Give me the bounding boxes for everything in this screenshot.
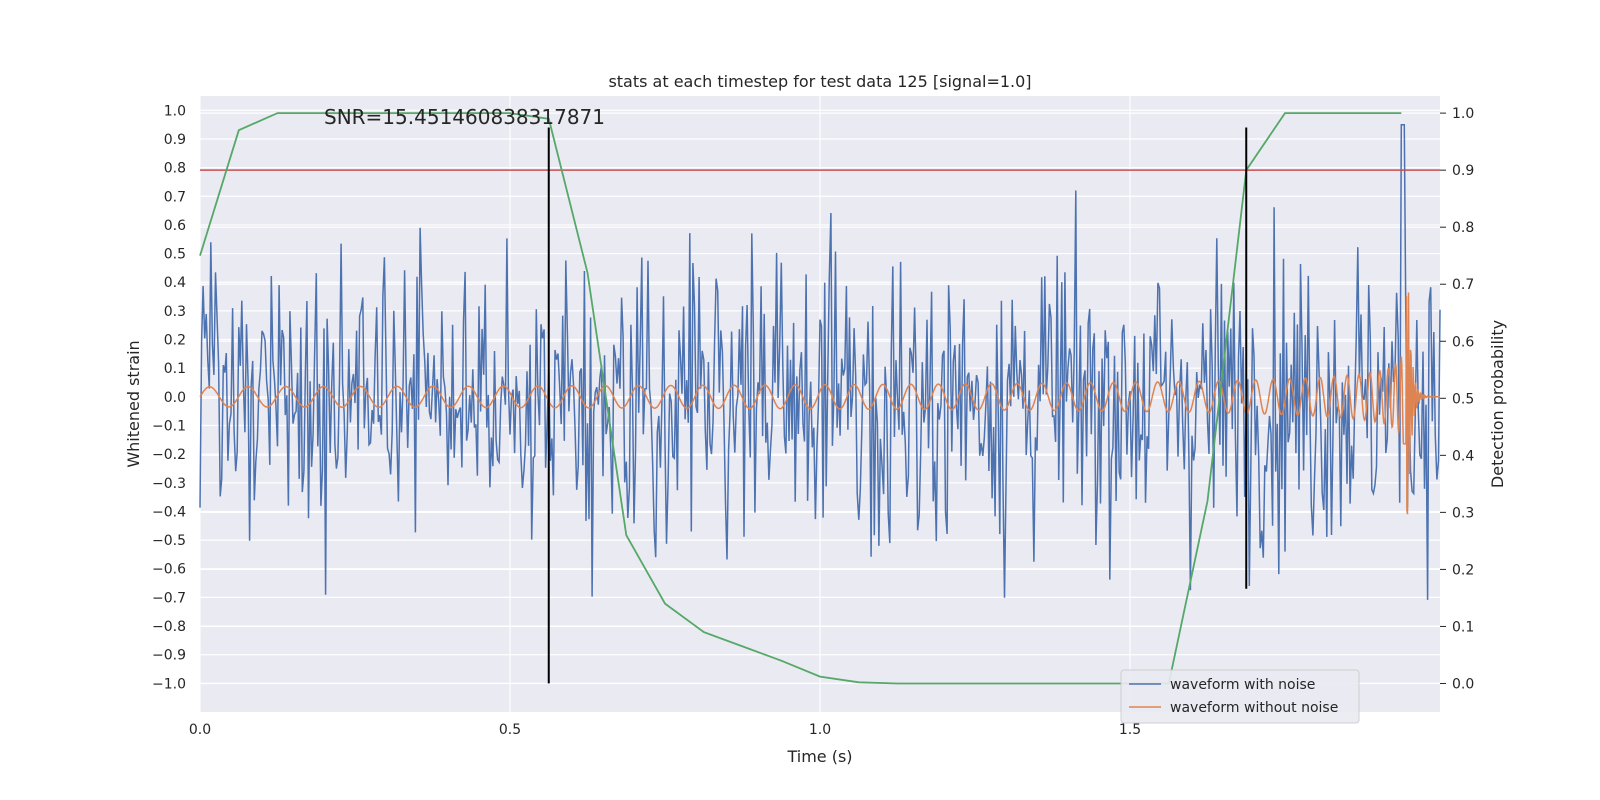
y-tick-label: −0.9: [152, 648, 186, 664]
y-tick-label: 0.3: [164, 304, 186, 320]
y-tick-label: 0.7: [164, 189, 186, 205]
y-axis-label: Whitened strain: [124, 340, 143, 467]
y-tick-label: −0.6: [152, 562, 186, 578]
y2-tick-label: 0.5: [1452, 391, 1474, 407]
series-detection-probability: [199, 112, 1402, 685]
y-tick-label: −0.1: [152, 418, 186, 434]
y2-axis-label: Detection probability: [1488, 320, 1507, 488]
y2-tick-label: 0.3: [1452, 505, 1474, 521]
x-tick-label: 1.0: [809, 722, 831, 738]
legend-label-with-noise: waveform with noise: [1170, 677, 1315, 693]
y-tick-label: −0.5: [152, 533, 186, 549]
y2-tick-label: 0.7: [1452, 277, 1474, 293]
y2-tick-label: 0.4: [1452, 448, 1474, 464]
y-tick-label: −0.7: [152, 590, 186, 606]
y2-tick-label: 0.1: [1452, 619, 1474, 635]
x-tick-label: 0.5: [499, 722, 521, 738]
y2-tick-label: 1.0: [1452, 106, 1474, 122]
x-tick-label: 1.5: [1119, 722, 1141, 738]
legend-box: [1120, 669, 1360, 724]
y2-tick-label: 0.9: [1452, 163, 1474, 179]
y2-tick-label: 0.0: [1452, 676, 1474, 692]
y-tick-label: −0.3: [152, 476, 186, 492]
y-tick-label: 0.0: [164, 390, 186, 406]
x-tick-label: 0.0: [189, 722, 211, 738]
y-tick-label: 0.1: [164, 361, 186, 377]
y-tick-label: 0.9: [164, 132, 186, 148]
chart-title: stats at each timestep for test data 125…: [608, 72, 1031, 91]
y-tick-label: 1.0: [164, 103, 186, 119]
y-tick-label: −1.0: [152, 676, 186, 692]
plot-area: [199, 112, 1441, 685]
legend: waveform with noise waveform without noi…: [1120, 669, 1360, 724]
x-axis-ticks: 0.0 0.5 1.0 1.5: [189, 722, 1141, 738]
y2-axis-ticks: 1.0 0.9 0.8 0.7 0.6 0.5 0.4 0.3 0.2 0.1 0.0: [1440, 106, 1474, 692]
y-tick-label: −0.2: [152, 447, 186, 463]
snr-annotation: SNR=15.451460838317871: [324, 105, 605, 129]
series-waveform-with-noise: [199, 123, 1441, 600]
y-tick-label: 0.4: [164, 275, 186, 291]
y-tick-label: −0.8: [152, 619, 186, 635]
y-tick-label: −0.4: [152, 504, 186, 520]
y-tick-label: 0.2: [164, 333, 186, 349]
y2-tick-label: 0.8: [1452, 220, 1474, 236]
y-axis-ticks: 1.0 0.9 0.8 0.7 0.6 0.5 0.4 0.3 0.2 0.1 0.0 −0.1 −0.…: [152, 103, 186, 692]
y-tick-label: 0.6: [164, 218, 186, 234]
series-waveform-without-noise: [199, 292, 1440, 515]
legend-label-without-noise: waveform without noise: [1170, 700, 1338, 716]
y2-tick-label: 0.2: [1452, 562, 1474, 578]
x-axis-label: Time (s): [786, 747, 852, 766]
y2-tick-label: 0.6: [1452, 334, 1474, 350]
y-tick-label: 0.5: [164, 247, 186, 263]
y-tick-label: 0.8: [164, 161, 186, 177]
